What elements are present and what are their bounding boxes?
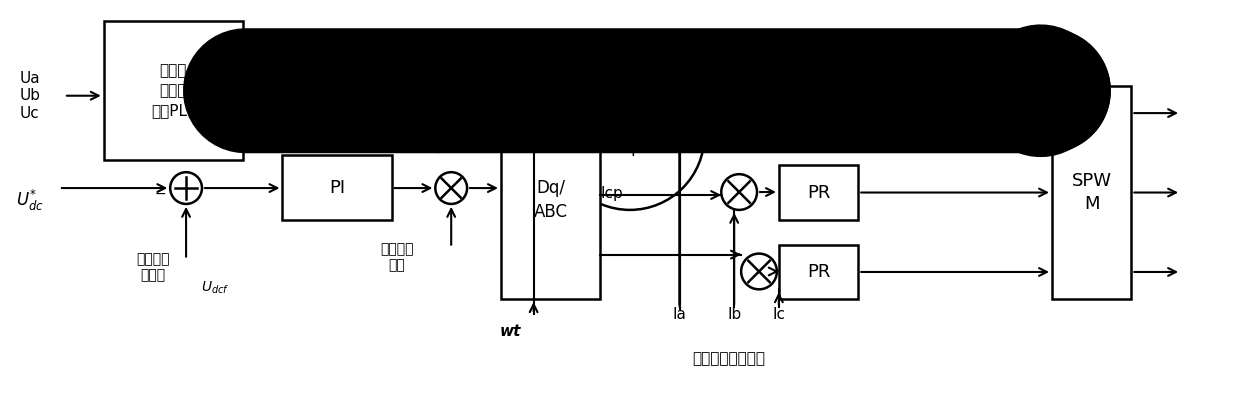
Text: Icp: Icp bbox=[600, 186, 622, 201]
Bar bbox=[104, 21, 243, 160]
Text: Ibp: Ibp bbox=[618, 141, 642, 156]
Bar bbox=[779, 165, 858, 220]
Text: PR: PR bbox=[807, 104, 831, 122]
Text: wt: wt bbox=[500, 323, 522, 338]
Text: 母线电压
采样值: 母线电压 采样值 bbox=[136, 253, 170, 282]
Text: Dq/
ABC: Dq/ ABC bbox=[533, 179, 568, 221]
Bar bbox=[283, 155, 392, 220]
Text: $U_{dcf}$: $U_{dcf}$ bbox=[201, 279, 229, 296]
Text: wt: wt bbox=[273, 44, 293, 62]
Text: PR: PR bbox=[807, 263, 831, 281]
Text: 0: 0 bbox=[402, 139, 412, 157]
Circle shape bbox=[170, 172, 202, 204]
Text: −: − bbox=[155, 187, 166, 201]
Text: PI: PI bbox=[329, 178, 345, 197]
Text: Ua
Ub
Uc: Ua Ub Uc bbox=[20, 71, 40, 121]
Bar bbox=[779, 86, 858, 140]
Text: Ia: Ia bbox=[672, 307, 687, 322]
Text: 三相输出电流反馈: 三相输出电流反馈 bbox=[693, 351, 766, 366]
Circle shape bbox=[742, 254, 777, 289]
Text: Ib: Ib bbox=[727, 307, 742, 322]
Text: PR: PR bbox=[807, 184, 831, 202]
Circle shape bbox=[702, 95, 737, 130]
Bar bbox=[501, 101, 600, 299]
Text: SPW
M: SPW M bbox=[1071, 172, 1111, 213]
Circle shape bbox=[722, 174, 758, 210]
Text: Ic: Ic bbox=[773, 307, 785, 322]
Circle shape bbox=[556, 61, 704, 210]
Text: Iap: Iap bbox=[618, 103, 642, 118]
Circle shape bbox=[435, 172, 467, 204]
Text: $U_{dc}^{*}$: $U_{dc}^{*}$ bbox=[16, 188, 45, 212]
Text: 相序自
适应锁
相环PLL: 相序自 适应锁 相环PLL bbox=[151, 63, 196, 118]
Text: 电网电压
前馈: 电网电压 前馈 bbox=[379, 242, 413, 273]
Bar bbox=[1052, 86, 1131, 299]
Bar bbox=[779, 245, 858, 299]
